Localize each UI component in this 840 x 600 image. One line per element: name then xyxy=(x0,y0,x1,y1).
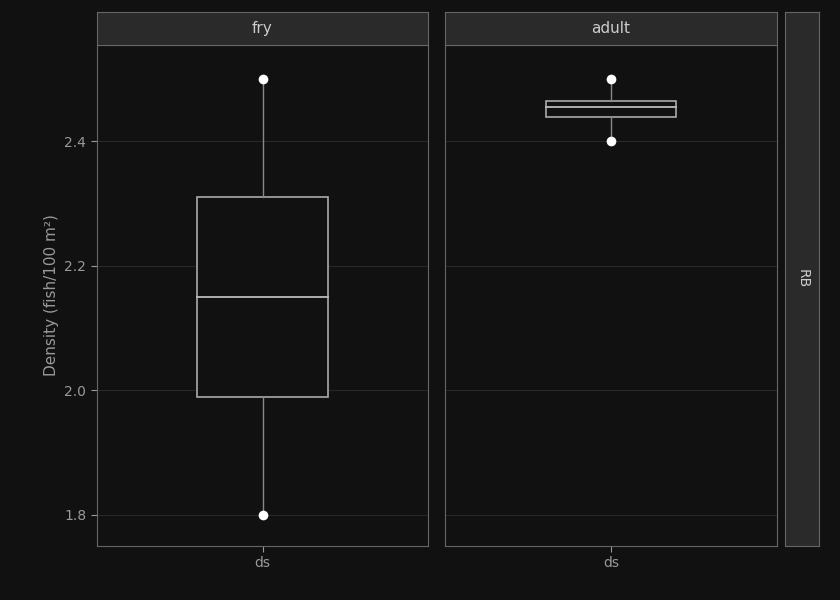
Text: fry: fry xyxy=(252,21,273,36)
Bar xyxy=(197,197,328,397)
Text: RB: RB xyxy=(795,269,809,289)
Bar xyxy=(546,101,676,116)
Y-axis label: Density (fish/100 m²): Density (fish/100 m²) xyxy=(44,215,59,376)
Text: adult: adult xyxy=(591,21,631,36)
